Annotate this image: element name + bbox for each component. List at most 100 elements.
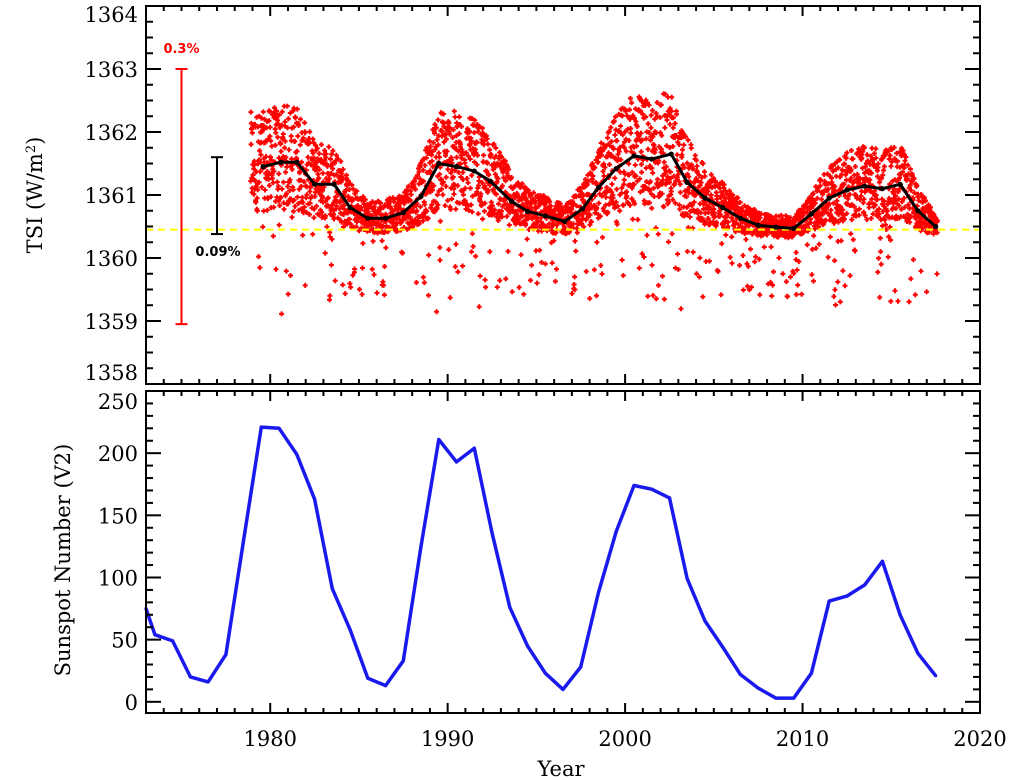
daily-tsi-point <box>667 106 673 111</box>
daily-tsi-point <box>587 222 593 228</box>
daily-tsi-point <box>587 212 593 218</box>
sunspot-panel: 0 50 100 150 200 250 1980 1990 2000 2010 2020 Suns… <box>51 390 1007 780</box>
daily-tsi-point <box>292 115 298 121</box>
daily-tsi-point <box>742 225 748 231</box>
daily-tsi-point <box>275 183 281 189</box>
daily-tsi-point <box>452 264 458 270</box>
daily-tsi-point <box>861 209 867 215</box>
daily-tsi-point <box>599 271 605 277</box>
daily-tsi-point <box>684 160 690 166</box>
daily-tsi-point <box>667 169 673 175</box>
daily-tsi-point <box>640 111 646 117</box>
yearly-mean-point <box>737 215 744 221</box>
daily-tsi-point <box>585 178 591 184</box>
daily-tsi-point <box>646 102 652 108</box>
daily-tsi-point <box>632 162 638 168</box>
daily-tsi-point <box>439 186 444 192</box>
daily-tsi-point <box>374 290 380 296</box>
daily-tsi-point <box>259 184 265 190</box>
daily-tsi-point <box>314 145 320 151</box>
daily-tsi-point <box>276 171 282 177</box>
daily-tsi-point <box>821 221 827 227</box>
daily-tsi-point <box>638 149 644 155</box>
daily-tsi-point <box>581 224 587 230</box>
daily-tsi-point <box>522 184 528 190</box>
daily-tsi-point <box>842 161 848 167</box>
daily-tsi-point <box>291 197 297 203</box>
daily-tsi-point <box>827 234 833 240</box>
daily-tsi-point <box>306 140 312 146</box>
daily-tsi-point <box>532 200 538 206</box>
daily-tsi-point <box>817 183 823 189</box>
daily-tsi-point <box>623 108 629 114</box>
daily-tsi-point <box>659 191 665 197</box>
daily-tsi-point <box>445 166 451 172</box>
yearly-mean-point <box>418 193 424 199</box>
daily-tsi-point <box>339 171 345 176</box>
daily-tsi-point <box>342 291 348 297</box>
daily-tsi-point <box>655 231 661 237</box>
daily-tsi-point <box>673 265 678 271</box>
daily-tsi-point <box>868 170 874 176</box>
daily-tsi-point <box>459 124 464 129</box>
daily-tsi-point <box>340 166 346 172</box>
daily-tsi-point <box>638 130 644 136</box>
daily-tsi-point <box>860 165 865 171</box>
daily-tsi-point <box>475 152 480 158</box>
daily-tsi-point <box>870 157 875 163</box>
daily-tsi-point <box>905 202 911 208</box>
daily-tsi-point <box>480 216 486 222</box>
daily-tsi-point <box>248 178 254 184</box>
daily-tsi-point <box>596 200 602 206</box>
daily-tsi-point <box>322 148 328 153</box>
daily-tsi-point <box>880 172 886 178</box>
daily-tsi-point <box>614 221 620 227</box>
daily-tsi-point <box>666 199 672 205</box>
daily-tsi-point <box>506 166 512 172</box>
tsi-plot-frame <box>145 5 981 385</box>
daily-tsi-point <box>608 152 614 158</box>
daily-tsi-point <box>499 154 505 160</box>
daily-tsi-point <box>868 215 874 221</box>
daily-tsi-point <box>519 181 525 187</box>
daily-tsi-point <box>762 218 768 224</box>
daily-tsi-point <box>659 133 665 138</box>
daily-tsi-point <box>725 219 731 225</box>
daily-tsi-point <box>574 203 579 209</box>
daily-tsi-point <box>420 167 426 173</box>
daily-tsi-point <box>825 254 831 260</box>
daily-tsi-point <box>277 203 283 208</box>
daily-tsi-point <box>580 216 586 221</box>
daily-tsi-point <box>427 138 433 144</box>
daily-tsi-point <box>301 204 307 210</box>
daily-tsi-point <box>275 134 281 140</box>
daily-tsi-point <box>435 142 441 148</box>
daily-tsi-point <box>326 144 332 150</box>
yearly-mean-point <box>562 218 568 225</box>
daily-tsi-point <box>645 293 651 299</box>
daily-tsi-point <box>778 212 784 218</box>
daily-tsi-point <box>295 133 301 139</box>
daily-tsi-point <box>281 200 287 206</box>
daily-tsi-point <box>613 199 619 205</box>
daily-tsi-point <box>438 176 444 182</box>
daily-tsi-point <box>885 148 891 154</box>
sunspot-point <box>632 483 636 488</box>
sunspot-point <box>437 437 441 442</box>
daily-tsi-point <box>251 191 257 197</box>
daily-tsi-point <box>708 192 714 198</box>
daily-tsi-point <box>667 121 673 127</box>
daily-tsi-point <box>572 287 578 293</box>
daily-tsi-point <box>627 95 633 101</box>
daily-tsi-point <box>297 169 303 175</box>
daily-tsi-point <box>839 167 845 173</box>
daily-tsi-point <box>884 208 890 214</box>
daily-tsi-point <box>757 292 763 298</box>
daily-tsi-point <box>296 186 302 192</box>
daily-tsi-point <box>426 252 432 258</box>
daily-tsi-point <box>583 269 589 274</box>
daily-tsi-point <box>866 205 872 210</box>
daily-tsi-point <box>873 155 879 161</box>
daily-tsi-point <box>850 156 856 162</box>
daily-tsi-point <box>878 261 884 267</box>
